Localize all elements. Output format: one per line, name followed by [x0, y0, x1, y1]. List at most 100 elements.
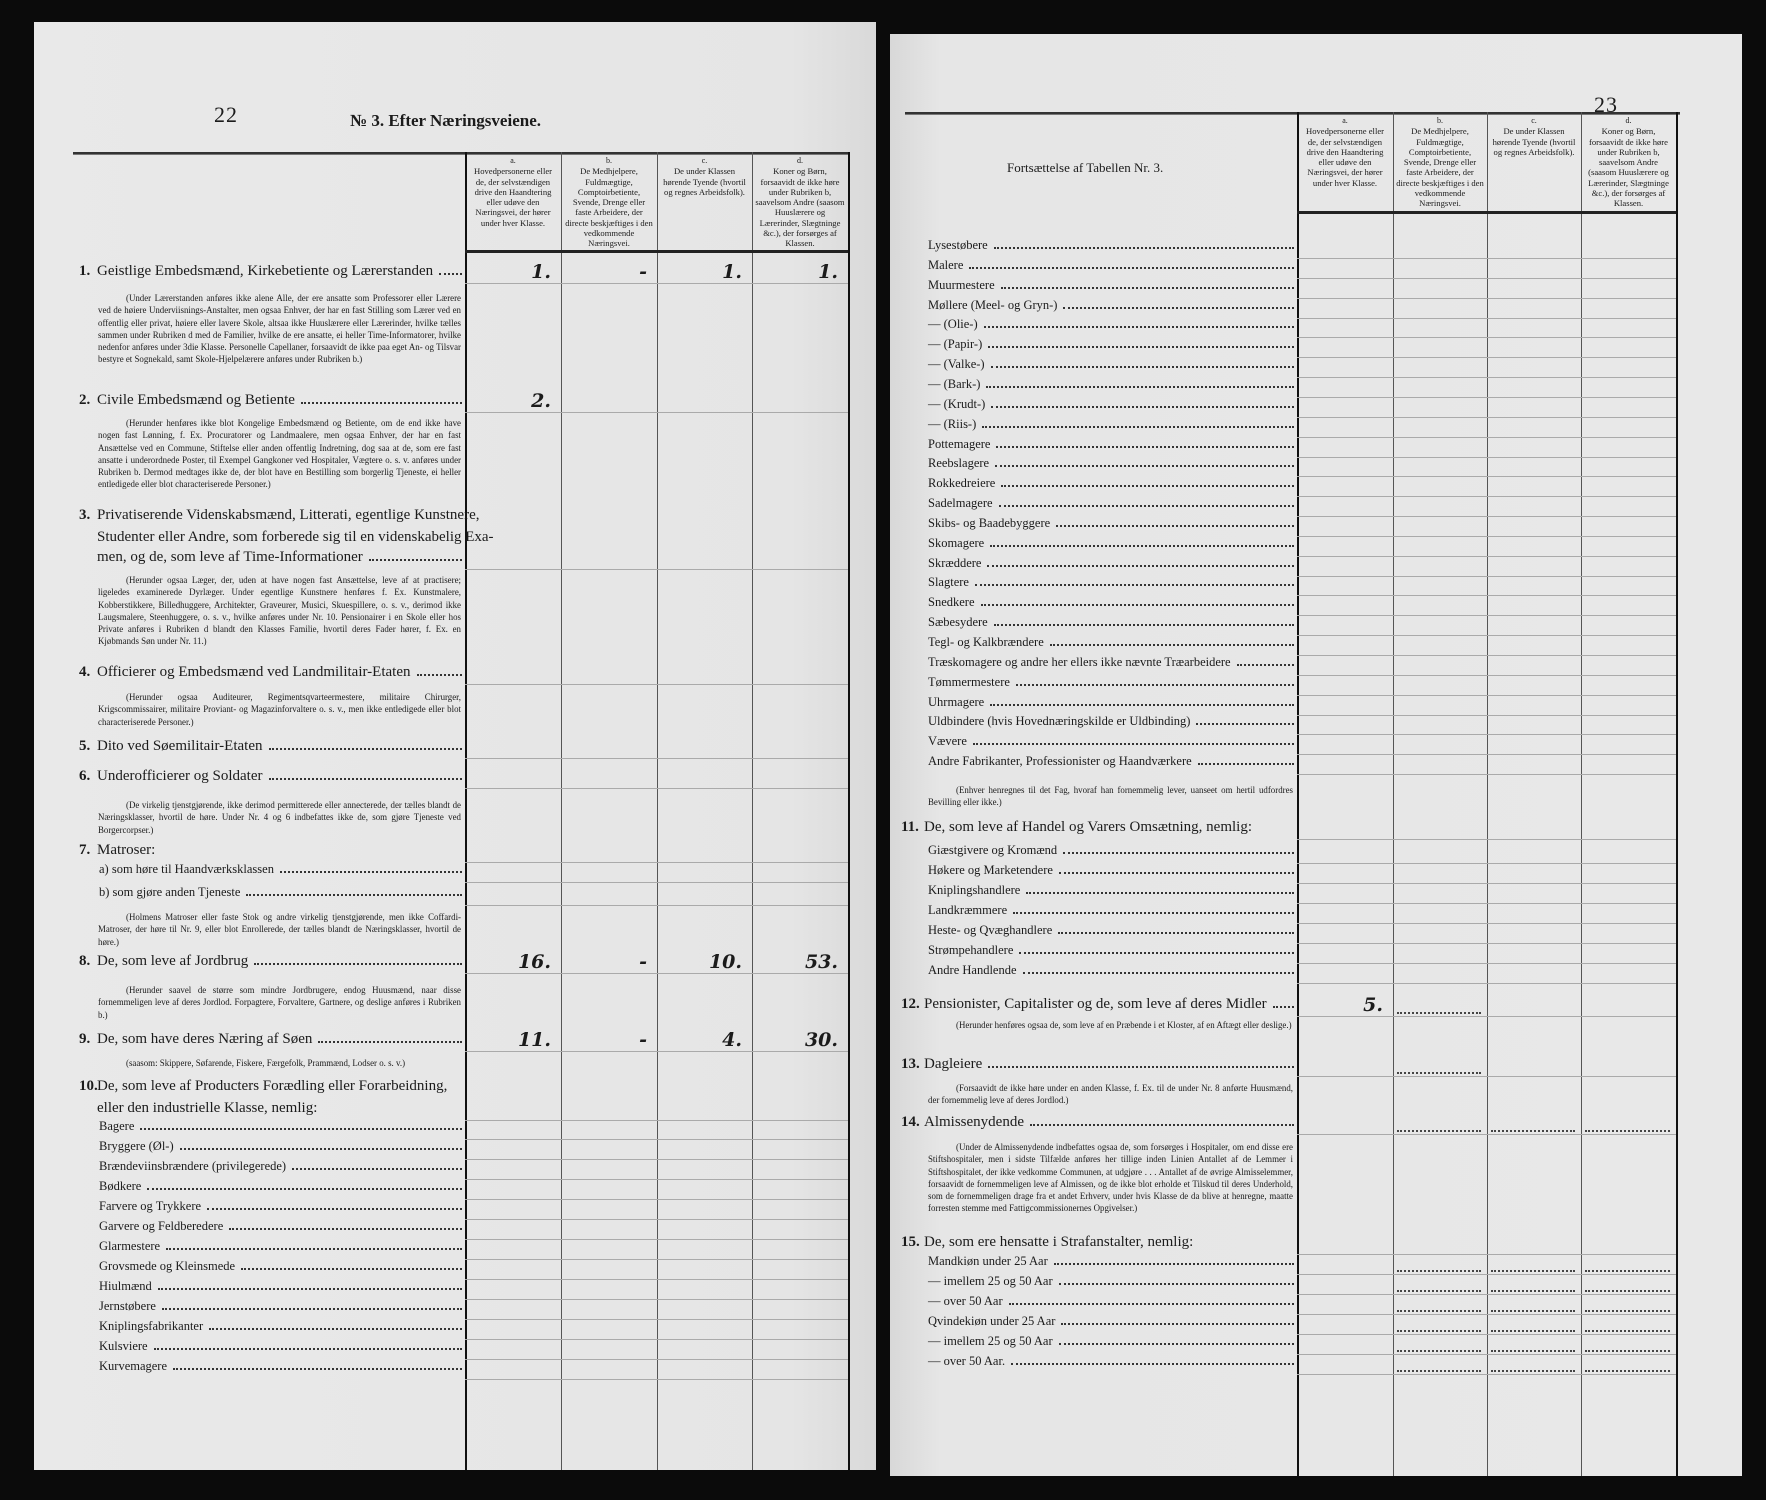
dot-leader [1058, 932, 1294, 934]
right-category-row: Snedkere [928, 595, 1294, 615]
right-top-rule [905, 112, 1680, 115]
dot-leader [279, 871, 462, 873]
left-row-line [465, 1219, 848, 1220]
column-letter: d. [797, 156, 803, 165]
category-label: b) som gjøre anden Tjeneste [99, 885, 241, 899]
heading-text: Civile Embedsmænd og Betiente [97, 392, 295, 408]
heading-text: De, som leve af Handel og Varers Omsætni… [924, 819, 1252, 835]
column-letter: d. [1625, 116, 1632, 125]
right-row-line [1297, 1134, 1676, 1135]
right-category-row: Skræddere [928, 556, 1294, 576]
left-column-header-b: b. De Medhjelpere, Fuldmægtige, Comptoirb… [564, 156, 654, 248]
right-section-number: 12. [901, 996, 920, 1012]
dot-leader [1026, 892, 1294, 894]
right-row-line [1297, 595, 1676, 596]
right-category-row: Lysestøbere [928, 238, 1294, 258]
heading-text: Dito ved Søemilitair-Etaten [97, 738, 263, 754]
left-section-heading: Privatiserende Videnskabsmænd, Litterati… [97, 507, 479, 527]
left-category-row: Farvere og Trykkere [99, 1199, 462, 1219]
left-section-heading: Geistlige Embedsmænd, Kirkebetiente og L… [97, 263, 462, 283]
cell-value-a: 5. [1363, 994, 1383, 1016]
column-description: De under Klassen hørende Tyende (hvortil… [663, 166, 746, 197]
category-label: — imellem 25 og 50 Aar [928, 1274, 1053, 1288]
dot-leader [980, 604, 1294, 606]
left-row-line [465, 684, 848, 685]
right-category-row: — imellem 25 og 50 Aar [928, 1274, 1294, 1294]
cell-dotted-fill [1397, 1270, 1481, 1272]
right-category-row: Muurmestere [928, 278, 1294, 298]
right-row-line [1297, 615, 1676, 616]
right-section-heading: De, som ere hensatte i Strafanstalter, n… [924, 1234, 1193, 1254]
dot-leader [983, 326, 1294, 328]
left-top-rule [73, 152, 848, 155]
right-row-line [1297, 357, 1676, 358]
column-description: De under Klassen hørende Tyende (hvortil… [1492, 126, 1576, 157]
dot-leader [161, 1308, 462, 1310]
dot-leader [988, 1066, 1294, 1068]
left-row-line [465, 1279, 848, 1280]
right-section-number: 14. [901, 1114, 920, 1130]
dot-leader [241, 1268, 462, 1270]
dot-leader [254, 963, 462, 965]
left-section-number: 3. [79, 507, 91, 523]
right-category-row: Landkræmmere [928, 903, 1294, 923]
dot-leader [207, 1208, 462, 1210]
right-row-line [1297, 536, 1676, 537]
left-column-divider [465, 152, 467, 1470]
right-row-line [1297, 1274, 1676, 1275]
right-category-row: Rokkedreiere [928, 476, 1294, 496]
left-row-line [465, 905, 848, 906]
category-label: Skræddere [928, 556, 982, 570]
category-label: Lysestøbere [928, 238, 988, 252]
heading-text: men, og de, som leve af Time-Information… [97, 549, 363, 565]
dot-leader [209, 1328, 462, 1330]
left-column-header-c: c. De under Klassen hørende Tyende (hvort… [660, 156, 749, 248]
heading-text: Geistlige Embedsmænd, Kirkebetiente og L… [97, 263, 434, 279]
column-letter: c. [701, 156, 708, 165]
right-row-line [1297, 516, 1676, 517]
right-category-row: Sadelmagere [928, 496, 1294, 516]
left-note: (Herunder henføres ikke blot Kongelige E… [98, 418, 461, 490]
left-category-row: b) som gjøre anden Tjeneste [99, 885, 462, 905]
category-label: Møllere (Meel- og Gryn-) [928, 298, 1058, 312]
cell-value-c: 4. [722, 1029, 742, 1051]
dot-leader [1196, 723, 1294, 725]
category-label: Bagere [99, 1119, 135, 1133]
cell-dotted-fill [1585, 1310, 1670, 1312]
cell-dotted-fill [1585, 1330, 1670, 1332]
right-category-row: Qvindekiøn under 25 Aar [928, 1314, 1294, 1334]
left-category-row: Bagere [99, 1119, 462, 1139]
cell-dotted-fill [1585, 1130, 1670, 1132]
right-category-row: Reebslagere [928, 456, 1294, 476]
left-row-line [465, 1379, 848, 1380]
category-label: Sadelmagere [928, 496, 993, 510]
dot-leader [147, 1188, 462, 1190]
right-category-row: Møllere (Meel- og Gryn-) [928, 298, 1294, 318]
cell-value-b: - [639, 1029, 647, 1051]
category-label: — over 50 Aar [928, 1294, 1003, 1308]
category-label: Træskomagere og andre her ellers ikke næ… [928, 655, 1231, 669]
right-row-line [1297, 1374, 1676, 1375]
right-row-line [1297, 863, 1676, 864]
right-category-row: — (Krudt-) [928, 397, 1294, 417]
right-row-line [1297, 774, 1676, 775]
right-category-row: Andre Fabrikanter, Professionister og Ha… [928, 754, 1294, 774]
right-category-row: Skomagere [928, 536, 1294, 556]
dot-leader [416, 674, 462, 676]
category-label: Tømmermestere [928, 675, 1010, 689]
right-row-line [1297, 943, 1676, 944]
right-category-row: Vævere [928, 734, 1294, 754]
right-section-heading: Dagleiere [924, 1056, 1294, 1076]
left-row-line [465, 882, 848, 883]
category-label: — (Valke-) [928, 357, 985, 371]
category-label: — (Bark-) [928, 377, 981, 391]
left-row-line [465, 569, 848, 570]
left-row-line [465, 1339, 848, 1340]
left-note: (Under Lærerstanden anføres ikke alene A… [98, 293, 461, 365]
category-label: Vævere [928, 734, 967, 748]
left-category-row: Jernstøbere [99, 1299, 462, 1319]
right-row-line [1297, 258, 1676, 259]
left-section-number: 10. [79, 1078, 98, 1094]
left-note: (saasom: Skippere, Søfarende, Fiskere, F… [126, 1058, 406, 1068]
cell-dotted-fill [1585, 1370, 1670, 1372]
